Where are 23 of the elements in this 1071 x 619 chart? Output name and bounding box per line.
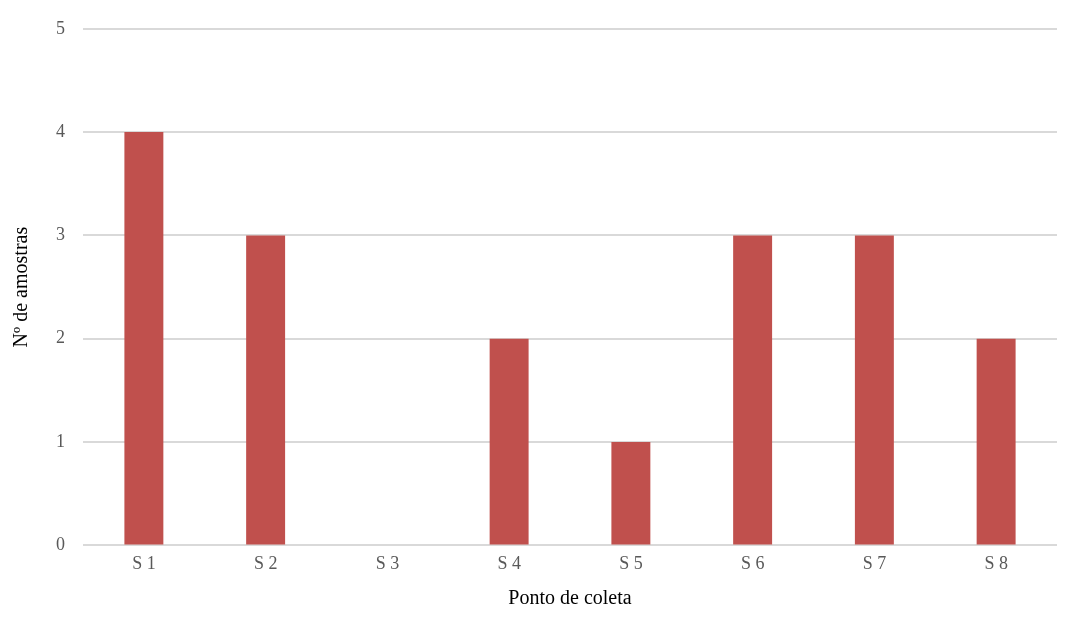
y-tick-label: 3 [56,224,65,245]
x-tick-label: S 6 [740,552,765,573]
bar [489,338,529,545]
bar [854,235,894,545]
y-tick-label: 5 [56,17,65,38]
bar [976,338,1016,545]
y-tick-label: 0 [56,534,65,555]
y-tick-label: 1 [56,430,65,451]
x-tick-label: S 2 [253,552,278,573]
y-tick-label: 4 [56,120,65,141]
x-tick-label: S 1 [132,552,156,573]
x-tick-label: S 4 [497,552,521,573]
x-tick-label: S 7 [862,552,887,573]
bar [733,235,773,545]
x-tick-label: S 5 [619,552,643,573]
y-tick-label: 2 [56,327,65,348]
bar [246,235,286,545]
y-axis-title: Nº de amostras [9,226,32,348]
x-tick-label: S 8 [984,552,1008,573]
bar [124,132,164,545]
x-axis-title: Ponto de coleta [508,586,632,609]
bar [611,442,651,545]
x-tick-label: S 3 [375,552,400,573]
